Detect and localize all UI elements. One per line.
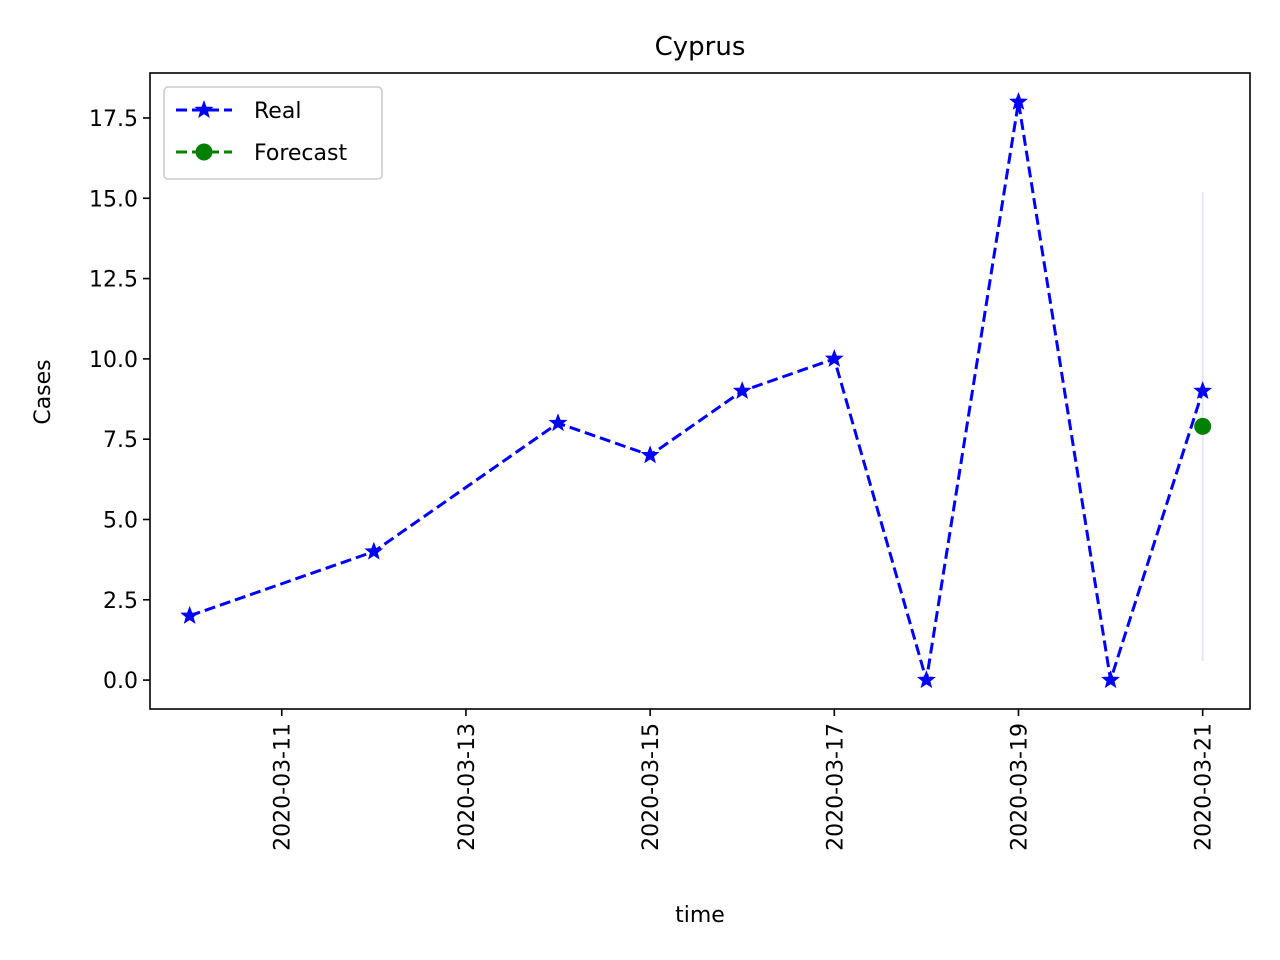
real-point xyxy=(640,445,660,464)
x-tick-label: 2020-03-13 xyxy=(455,723,480,851)
chart-title: Cyprus xyxy=(655,32,746,62)
y-tick-label: 15.0 xyxy=(89,187,138,212)
series-layer xyxy=(189,101,1205,681)
forecast-point xyxy=(1194,417,1212,435)
legend-forecast-marker xyxy=(195,143,213,161)
real-point xyxy=(1009,91,1028,110)
real-point xyxy=(1193,381,1213,400)
y-tick-label: 17.5 xyxy=(89,107,138,132)
marker-layer xyxy=(180,91,1213,689)
plot-area xyxy=(180,91,1213,689)
legend-real-marker xyxy=(194,100,214,119)
y-axis-label: Cases xyxy=(31,359,56,424)
real-series-line xyxy=(189,101,1205,681)
axes-frame xyxy=(149,72,1251,710)
y-tick-label: 0.0 xyxy=(103,669,138,694)
real-point xyxy=(916,670,936,689)
real-point xyxy=(824,348,844,367)
legend-real-label: Real xyxy=(254,99,301,124)
real-point xyxy=(548,413,568,432)
y-tick-label: 10.0 xyxy=(89,348,138,373)
real-point xyxy=(364,541,384,560)
legend-items: Real Forecast xyxy=(176,99,347,166)
x-tick-label: 2020-03-21 xyxy=(1192,723,1217,851)
y-tick-label: 12.5 xyxy=(89,268,138,293)
x-axis-ticks: 2020-03-11 2020-03-13 2020-03-15 2020-03-17… xyxy=(271,709,1217,851)
x-tick-label: 2020-03-15 xyxy=(639,723,664,851)
real-point xyxy=(180,605,200,624)
x-axis-label: time xyxy=(675,903,725,928)
real-point xyxy=(1101,670,1121,689)
x-tick-label: 2020-03-17 xyxy=(823,723,848,851)
y-tick-label: 7.5 xyxy=(103,428,138,453)
legend: Real Forecast xyxy=(163,86,383,180)
y-tick-label: 5.0 xyxy=(103,508,138,533)
real-point xyxy=(732,381,752,400)
y-axis-ticks: 0.0 2.5 5.0 7.5 10.0 12.5 15.0 17.5 xyxy=(89,107,150,694)
y-tick-label: 2.5 xyxy=(103,589,138,614)
x-tick-label: 2020-03-11 xyxy=(271,723,296,851)
x-tick-label: 2020-03-19 xyxy=(1007,723,1032,851)
legend-forecast-label: Forecast xyxy=(254,141,347,166)
